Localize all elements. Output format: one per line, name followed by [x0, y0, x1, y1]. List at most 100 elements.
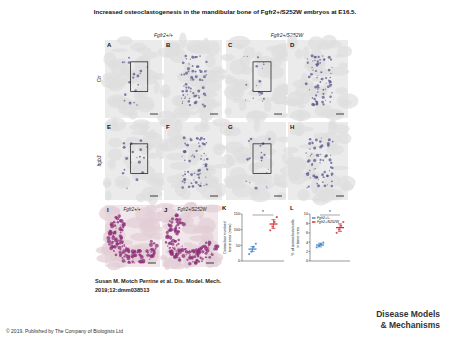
texture	[282, 101, 303, 106]
error-cap	[338, 231, 342, 232]
y-tick	[309, 232, 311, 233]
row-label: Ctr	[96, 75, 102, 82]
stain	[170, 238, 172, 240]
texture	[118, 180, 126, 184]
stain	[170, 247, 171, 248]
stain	[211, 252, 212, 253]
stain	[119, 254, 122, 257]
texture	[254, 79, 262, 89]
stain	[200, 185, 202, 187]
stain	[208, 247, 209, 248]
inset-box	[131, 144, 148, 174]
stain	[174, 240, 177, 243]
texture	[205, 253, 216, 268]
stain	[317, 62, 320, 65]
stain	[181, 98, 182, 99]
stain	[169, 250, 172, 253]
stain	[329, 95, 331, 97]
stain	[328, 158, 331, 161]
texture	[167, 246, 184, 253]
stain	[247, 56, 248, 57]
texture	[148, 153, 157, 159]
panel-letter: H	[290, 124, 294, 130]
texture	[297, 189, 309, 201]
texture	[96, 254, 116, 263]
y-tick	[309, 251, 311, 252]
stain	[171, 243, 172, 244]
stain	[128, 57, 130, 59]
legend-label: Fgfr2+/S252W	[317, 220, 340, 224]
stain	[324, 184, 327, 187]
texture	[165, 50, 173, 57]
stain	[184, 171, 185, 172]
error-cap	[272, 219, 276, 220]
stain	[315, 56, 317, 58]
stain	[188, 262, 192, 266]
stain	[109, 229, 112, 232]
texture	[257, 97, 277, 101]
stain	[253, 98, 254, 99]
stain	[184, 97, 186, 99]
stain	[119, 234, 122, 237]
stain	[173, 247, 175, 249]
stain	[206, 169, 208, 171]
point	[336, 232, 338, 234]
stain	[200, 257, 202, 259]
x-axis	[242, 261, 284, 262]
stain	[314, 60, 316, 62]
texture	[344, 181, 351, 185]
stain	[195, 95, 197, 97]
texture	[136, 47, 151, 54]
stain	[136, 178, 139, 181]
inset-box	[131, 62, 148, 92]
stain	[332, 141, 333, 142]
y-tick	[241, 245, 243, 246]
stain	[123, 223, 125, 225]
texture	[301, 72, 308, 87]
stain	[147, 252, 149, 254]
stain	[263, 154, 265, 156]
stain	[127, 261, 130, 264]
stain	[122, 259, 126, 263]
y-tick-label: 6	[306, 231, 308, 235]
y-tick	[309, 242, 311, 243]
point	[316, 246, 318, 248]
stain	[321, 173, 324, 176]
stain	[199, 78, 202, 81]
texture	[170, 162, 191, 170]
title: Increased osteoclastogenesis in the mand…	[94, 8, 357, 15]
stain	[307, 160, 309, 162]
stain	[173, 255, 175, 257]
stain	[166, 234, 170, 238]
y-tick-label: 150	[234, 212, 240, 216]
stain	[137, 84, 139, 86]
stain	[183, 150, 186, 153]
texture	[213, 143, 225, 155]
micrograph: D	[282, 35, 359, 122]
texture	[103, 181, 111, 185]
y-tick-label: 0	[238, 259, 240, 263]
image-bg	[164, 122, 222, 200]
stain	[322, 55, 324, 57]
stain	[325, 77, 327, 79]
stain	[205, 177, 206, 178]
stain	[329, 170, 330, 171]
scale-bar	[336, 196, 344, 197]
stain	[168, 224, 171, 227]
stain	[311, 67, 312, 68]
texture	[122, 155, 131, 165]
stain	[150, 240, 153, 243]
stain	[182, 61, 185, 64]
stain	[205, 256, 207, 258]
stain	[316, 154, 319, 157]
stain	[123, 249, 124, 250]
stain	[311, 153, 313, 155]
texture	[161, 142, 168, 151]
stain	[200, 182, 201, 183]
stain	[266, 172, 267, 173]
texture	[308, 64, 324, 75]
stain	[122, 172, 124, 174]
stain	[171, 243, 174, 246]
citation-ref: 2019;12:dmm038513	[95, 287, 149, 293]
texture	[263, 65, 284, 79]
